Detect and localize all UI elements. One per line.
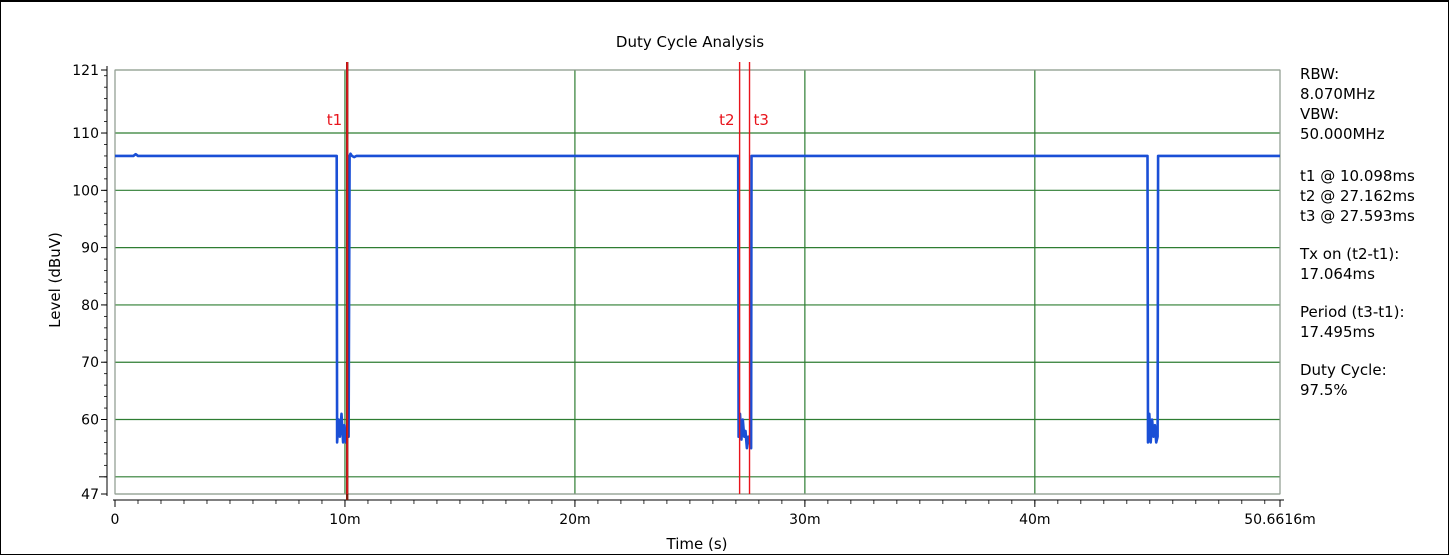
- rbw-block: RBW: 8.070MHz VBW: 50.000MHz: [1300, 64, 1415, 144]
- tx-on-block: Tx on (t2-t1): 17.064ms: [1300, 244, 1415, 284]
- duty-cycle-block: Duty Cycle: 97.5%: [1300, 360, 1415, 400]
- rbw-label: RBW:: [1300, 65, 1340, 83]
- marker-t2-label: t2: [719, 111, 734, 129]
- x-axis-title: Time (s): [666, 535, 728, 553]
- duty-cycle-label: Duty Cycle:: [1300, 361, 1387, 379]
- plot-area[interactable]: [115, 70, 1280, 494]
- vbw-label: VBW:: [1300, 105, 1340, 123]
- y-tick-label: 70: [81, 355, 99, 371]
- t3-time: t3 @ 27.593ms: [1300, 207, 1415, 225]
- period-block: Period (t3-t1): 17.495ms: [1300, 302, 1415, 342]
- x-tick-label: 0: [111, 512, 120, 528]
- y-tick-label: 60: [81, 413, 99, 429]
- t1-time: t1 @ 10.098ms: [1300, 167, 1415, 185]
- marker-times-block: t1 @ 10.098ms t2 @ 27.162ms t3 @ 27.593m…: [1300, 166, 1415, 226]
- rbw-value: 8.070MHz: [1300, 85, 1376, 103]
- x-tick-label: 20m: [559, 512, 590, 528]
- y-tick-label: 121: [72, 63, 99, 79]
- marker-t1-label: t1: [327, 111, 342, 129]
- axis-layer: 121 110 100 90 80 70 60 47 0 10m 20m 30m 40m 50.6616m: [72, 63, 1316, 528]
- marker-t3-label: t3: [754, 111, 769, 129]
- marker-layer[interactable]: t1 t2 t3: [327, 62, 769, 500]
- tx-on-label: Tx on (t2-t1):: [1300, 245, 1400, 263]
- duty-cycle-value: 97.5%: [1300, 381, 1348, 399]
- period-label: Period (t3-t1):: [1300, 303, 1405, 321]
- x-tick-label: 10m: [329, 512, 360, 528]
- y-tick-label: 110: [72, 126, 99, 142]
- chart-title: Duty Cycle Analysis: [616, 33, 764, 51]
- x-tick-label: 40m: [1019, 512, 1050, 528]
- y-axis-title: Level (dBuV): [46, 232, 64, 328]
- x-tick-label: 50.6616m: [1244, 512, 1316, 528]
- period-value: 17.495ms: [1300, 323, 1375, 341]
- y-tick-label: 80: [81, 298, 99, 314]
- t2-time: t2 @ 27.162ms: [1300, 187, 1415, 205]
- tx-on-value: 17.064ms: [1300, 265, 1375, 283]
- y-tick-label: 47: [81, 487, 99, 503]
- measurement-panel: RBW: 8.070MHz VBW: 50.000MHz t1 @ 10.098…: [1300, 64, 1415, 400]
- grid-layer: [114, 69, 1281, 495]
- vbw-value: 50.000MHz: [1300, 125, 1385, 143]
- y-tick-label: 90: [81, 241, 99, 257]
- y-tick-label: 100: [72, 183, 99, 199]
- x-tick-label: 30m: [789, 512, 820, 528]
- plot-border: [114, 69, 1281, 495]
